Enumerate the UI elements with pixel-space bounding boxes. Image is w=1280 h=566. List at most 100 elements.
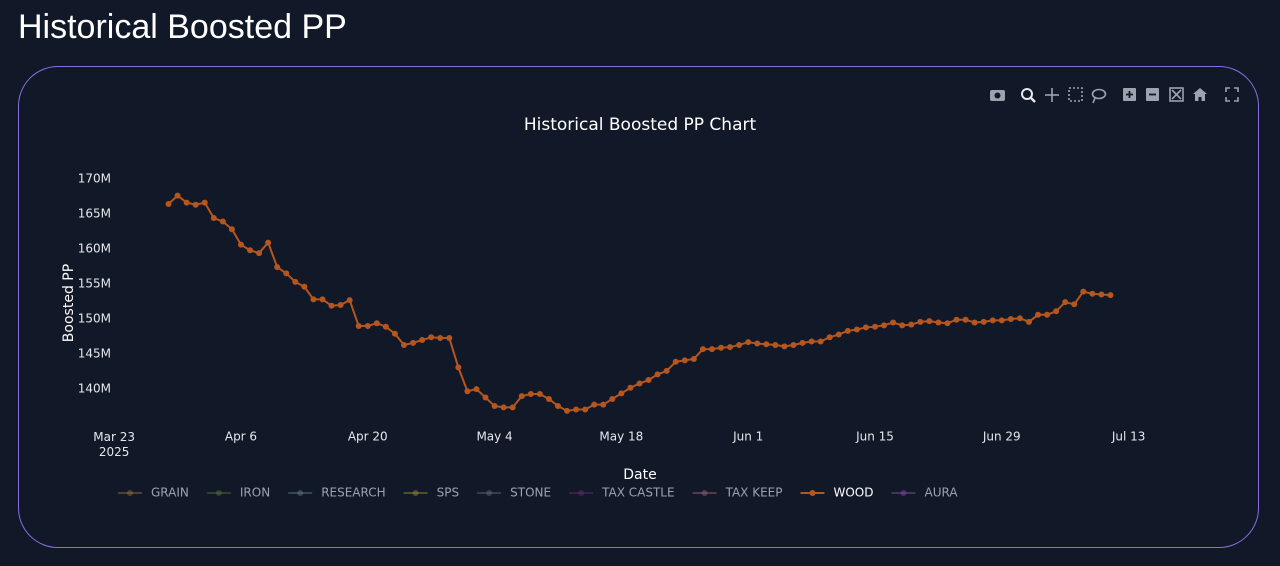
data-point [491, 402, 498, 409]
data-point [908, 321, 915, 328]
x-axis-title: Date [623, 467, 656, 483]
data-point [1089, 290, 1096, 297]
data-point [328, 302, 335, 309]
legend-marker [578, 490, 585, 496]
data-point [455, 364, 462, 371]
legend-item[interactable]: TAX CASTLE [569, 486, 675, 500]
chart-title: Historical Boosted PP Chart [524, 115, 757, 135]
data-point [174, 192, 181, 199]
legend-item[interactable]: TAX KEEP [692, 486, 783, 500]
legend-item[interactable]: RESEARCH [288, 486, 386, 500]
legend-label: STONE [510, 486, 551, 500]
data-point [201, 199, 208, 206]
legend-label: TAX KEEP [725, 486, 783, 500]
page-title: Historical Boosted PP [18, 8, 347, 46]
data-point [301, 283, 308, 290]
data-point [844, 327, 851, 334]
x-tick-label: May 18 [599, 430, 643, 444]
data-point [672, 358, 679, 365]
data-point [681, 357, 688, 364]
legend-item[interactable]: WOOD [800, 486, 873, 500]
data-point [971, 319, 978, 326]
data-point [944, 320, 951, 327]
legend-label: WOOD [833, 486, 873, 500]
x-tick-label: May 4 [476, 430, 512, 444]
data-point [247, 247, 254, 254]
legend-item[interactable]: SPS [403, 486, 459, 500]
fullscreen-button[interactable] [1225, 87, 1239, 102]
data-point [410, 339, 417, 346]
data-point [980, 318, 987, 325]
data-point [998, 317, 1005, 324]
zoom-in-button[interactable] [1123, 88, 1136, 101]
data-point [862, 324, 869, 331]
data-point [1080, 288, 1087, 295]
x-tick-label: Jun 1 [732, 430, 763, 444]
data-point [346, 297, 353, 304]
camera-button[interactable] [990, 90, 1005, 101]
data-point [935, 319, 942, 326]
data-point [754, 340, 761, 347]
data-point [419, 337, 426, 344]
data-point [210, 215, 217, 222]
data-point [391, 330, 398, 337]
data-point [962, 316, 969, 323]
data-point [899, 322, 906, 329]
lasso-select-button[interactable] [1091, 88, 1107, 104]
data-point [582, 406, 589, 413]
data-point [1025, 318, 1032, 325]
data-point [1062, 299, 1069, 306]
data-point [600, 401, 607, 408]
legend-item[interactable]: IRON [206, 486, 270, 500]
y-tick-label: 170M [78, 171, 111, 185]
data-point [817, 338, 824, 345]
data-point [373, 320, 380, 327]
data-point [727, 344, 734, 351]
pan-button[interactable] [1045, 88, 1059, 102]
y-tick-label: 160M [78, 241, 111, 255]
box-select-button[interactable] [1068, 87, 1083, 102]
data-point [808, 338, 815, 345]
data-point [554, 402, 561, 409]
data-point [636, 380, 643, 387]
data-point [437, 334, 444, 341]
legend-label: IRON [240, 486, 270, 500]
data-point [292, 278, 299, 285]
zoom-button[interactable] [1021, 88, 1036, 103]
data-point [310, 296, 317, 303]
data-point [219, 218, 226, 225]
series-line [167, 194, 1111, 412]
data-point [890, 319, 897, 326]
x-tick-label: Apr 6 [225, 430, 257, 444]
data-point [228, 226, 235, 233]
chart-card [18, 66, 1259, 548]
y-tick-label: 145M [78, 347, 111, 361]
data-point [473, 386, 480, 393]
legend-item[interactable]: STONE [477, 486, 551, 500]
data-point [799, 339, 806, 346]
data-point [183, 199, 190, 206]
legend-item[interactable]: AURA [891, 486, 958, 500]
legend-item[interactable]: GRAIN [118, 486, 189, 500]
data-point [536, 391, 543, 398]
data-point [690, 355, 697, 362]
data-point [237, 241, 244, 248]
data-point [881, 322, 888, 329]
data-point [1107, 292, 1114, 299]
data-point [355, 323, 362, 330]
reset-axes-button[interactable] [1193, 88, 1207, 101]
legend-label: AURA [924, 486, 958, 500]
data-point [781, 343, 788, 350]
data-point [337, 301, 344, 308]
y-tick-label: 155M [78, 276, 111, 290]
autoscale-button[interactable] [1169, 87, 1184, 102]
data-point [545, 395, 552, 402]
zoom-out-button[interactable] [1146, 88, 1159, 101]
data-point [926, 318, 933, 325]
legend-marker [297, 490, 304, 496]
data-point [772, 341, 779, 348]
data-point [835, 331, 842, 338]
y-tick-label: 165M [78, 206, 111, 220]
